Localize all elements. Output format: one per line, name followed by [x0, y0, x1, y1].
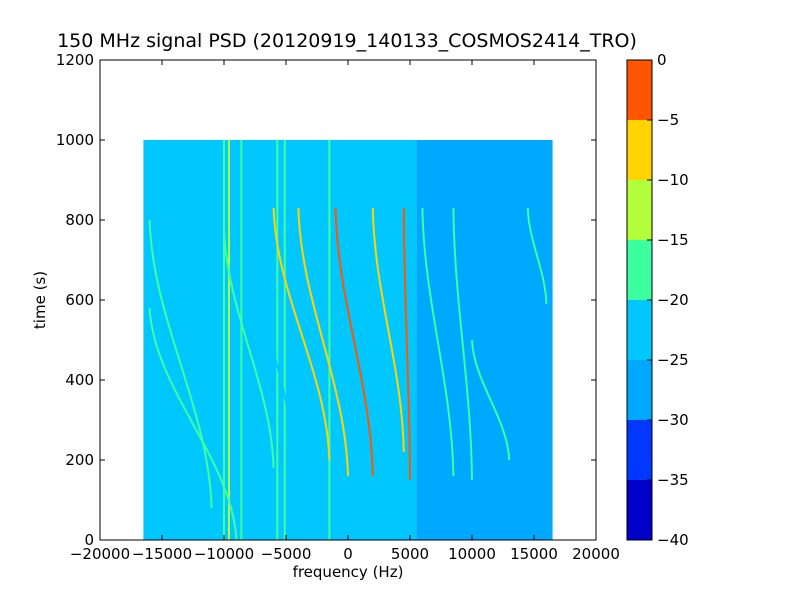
colorbar-band-4 — [627, 240, 652, 300]
chart-title: 150 MHz signal PSD (20120919_140133_COSM… — [57, 30, 637, 52]
y-tick-label: 400 — [65, 371, 94, 389]
doppler-track-11 — [471, 339, 511, 461]
doppler-track-1 — [148, 307, 238, 541]
x-tick-label: 5000 — [391, 545, 429, 563]
doppler-track-12 — [526, 207, 548, 305]
x-tick-label: −5000 — [261, 545, 312, 563]
doppler-track-0 — [148, 219, 213, 509]
doppler-track-10 — [452, 207, 473, 481]
background-region-1 — [416, 140, 553, 540]
x-tick-label: 20000 — [572, 545, 620, 563]
y-tick-label: 800 — [65, 211, 94, 229]
colorbar-band-6 — [627, 120, 652, 180]
colorbar-tick-label: −30 — [657, 411, 689, 429]
colorbar-tick-label: −15 — [657, 231, 689, 249]
colorbar-tick-label: −35 — [657, 471, 689, 489]
colorbar-tick-label: −20 — [657, 291, 689, 309]
doppler-track-5 — [297, 207, 349, 477]
y-tick-label: 600 — [65, 291, 94, 309]
background-region-0 — [143, 140, 417, 540]
colorbar-band-3 — [627, 300, 652, 360]
colorbar-tick-label: −5 — [657, 111, 679, 129]
y-tick-label: 200 — [65, 451, 94, 469]
axis-ticks: −20000 −15000 −10000 −5000 0 5000 10000 15000 20… — [56, 51, 620, 563]
x-tick-label: 0 — [343, 545, 353, 563]
plot-area — [143, 140, 553, 541]
doppler-track-7 — [371, 207, 405, 453]
x-tick-label: −20000 — [70, 545, 130, 563]
colorbar-band-0 — [627, 480, 652, 540]
doppler-track-9 — [421, 207, 455, 477]
colorbar-band-2 — [627, 360, 652, 420]
colorbar: 0 −5 −10 −15 −20 −25 −30 −35 −40 — [626, 51, 689, 549]
x-tick-label: −10000 — [194, 545, 254, 563]
x-axis-label: frequency (Hz) — [293, 563, 404, 581]
colorbar-tick-label: −10 — [657, 171, 689, 189]
colorbar-band-5 — [627, 180, 652, 240]
colorbar-band-7 — [627, 60, 652, 120]
doppler-track-4 — [272, 207, 331, 461]
x-tick-label: 10000 — [448, 545, 496, 563]
doppler-track-2 — [223, 227, 275, 469]
y-axis-label: time (s) — [31, 271, 49, 329]
colorbar-tick-label: 0 — [657, 51, 667, 69]
y-tick-label: 0 — [84, 531, 94, 549]
colorbar-tick-label: −25 — [657, 351, 689, 369]
x-tick-label: 15000 — [510, 545, 558, 563]
y-tick-label: 1000 — [56, 131, 94, 149]
colorbar-band-1 — [627, 420, 652, 480]
colorbar-tick-label: −40 — [657, 531, 689, 549]
doppler-track-3 — [254, 251, 294, 453]
doppler-track-6 — [334, 207, 374, 477]
doppler-track-8 — [402, 207, 411, 481]
x-tick-label: −15000 — [132, 545, 192, 563]
y-tick-label: 1200 — [56, 51, 94, 69]
